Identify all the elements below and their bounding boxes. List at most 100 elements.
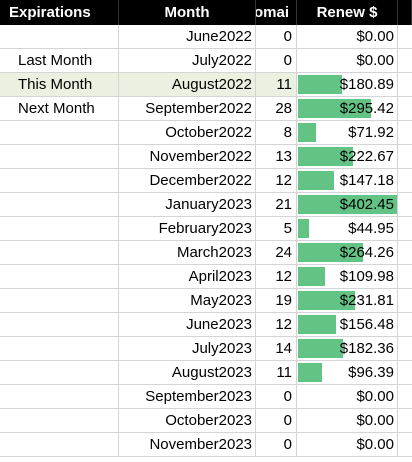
label-cell[interactable] [0, 409, 119, 433]
month-cell[interactable]: November2023 [119, 433, 256, 457]
label-cell[interactable] [0, 121, 119, 145]
month-cell[interactable]: June2023 [119, 313, 256, 337]
renew-cell[interactable]: $222.67 [297, 145, 398, 169]
count-cell[interactable]: 0 [256, 385, 297, 409]
empty-cell[interactable] [398, 241, 412, 265]
renew-cell[interactable]: $147.18 [297, 169, 398, 193]
month-cell[interactable]: December2022 [119, 169, 256, 193]
count-cell[interactable]: 12 [256, 313, 297, 337]
label-cell[interactable]: Last Month [0, 49, 119, 73]
label-cell[interactable] [0, 289, 119, 313]
count-cell[interactable]: 0 [256, 409, 297, 433]
empty-cell[interactable] [398, 409, 412, 433]
empty-cell[interactable] [398, 73, 412, 97]
empty-cell[interactable] [398, 49, 412, 73]
count-cell[interactable]: 0 [256, 49, 297, 73]
month-cell[interactable]: May2023 [119, 289, 256, 313]
count-cell-value: 5 [283, 220, 292, 237]
month-cell[interactable]: February2023 [119, 217, 256, 241]
empty-cell[interactable] [398, 97, 412, 121]
empty-cell[interactable] [398, 121, 412, 145]
label-cell[interactable]: This Month [0, 73, 119, 97]
renew-cell[interactable]: $295.42 [297, 97, 398, 121]
month-cell[interactable]: September2022 [119, 97, 256, 121]
count-cell[interactable]: 24 [256, 241, 297, 265]
empty-cell[interactable] [398, 385, 412, 409]
month-cell[interactable]: January2023 [119, 193, 256, 217]
count-cell[interactable]: 11 [256, 361, 297, 385]
label-cell[interactable] [0, 265, 119, 289]
label-cell[interactable] [0, 217, 119, 241]
renew-cell[interactable]: $0.00 [297, 25, 398, 49]
empty-cell[interactable] [398, 217, 412, 241]
header-empty[interactable] [398, 0, 412, 25]
month-cell[interactable]: November2022 [119, 145, 256, 169]
month-cell[interactable]: October2023 [119, 409, 256, 433]
empty-cell[interactable] [398, 361, 412, 385]
empty-cell[interactable] [398, 337, 412, 361]
renew-cell[interactable]: $156.48 [297, 313, 398, 337]
count-cell-value: 14 [275, 340, 292, 357]
label-cell[interactable] [0, 313, 119, 337]
label-cell[interactable] [0, 433, 119, 457]
renew-cell[interactable]: $0.00 [297, 385, 398, 409]
renew-cell[interactable]: $0.00 [297, 49, 398, 73]
count-cell[interactable]: 28 [256, 97, 297, 121]
count-cell[interactable]: 13 [256, 145, 297, 169]
header-month[interactable]: Month [119, 0, 256, 25]
empty-cell[interactable] [398, 193, 412, 217]
month-cell[interactable]: July2023 [119, 337, 256, 361]
renew-cell[interactable]: $180.89 [297, 73, 398, 97]
label-cell[interactable] [0, 337, 119, 361]
renew-cell[interactable]: $0.00 [297, 433, 398, 457]
renew-cell[interactable]: $71.92 [297, 121, 398, 145]
empty-cell[interactable] [398, 169, 412, 193]
label-cell[interactable] [0, 241, 119, 265]
label-cell[interactable] [0, 169, 119, 193]
renew-cell[interactable]: $44.95 [297, 217, 398, 241]
label-cell[interactable] [0, 193, 119, 217]
count-cell[interactable]: 0 [256, 433, 297, 457]
label-cell[interactable] [0, 361, 119, 385]
empty-cell[interactable] [398, 145, 412, 169]
empty-cell[interactable] [398, 313, 412, 337]
renew-cell[interactable]: $182.36 [297, 337, 398, 361]
count-cell[interactable]: 0 [256, 25, 297, 49]
renew-cell[interactable]: $96.39 [297, 361, 398, 385]
renew-cell[interactable]: $264.26 [297, 241, 398, 265]
renew-cell-value: $71.92 [348, 124, 394, 141]
month-cell[interactable]: July2022 [119, 49, 256, 73]
label-cell[interactable] [0, 25, 119, 49]
month-cell[interactable]: April2023 [119, 265, 256, 289]
renew-cell[interactable]: $0.00 [297, 409, 398, 433]
label-cell[interactable] [0, 385, 119, 409]
count-cell[interactable]: 19 [256, 289, 297, 313]
month-cell[interactable]: March2023 [119, 241, 256, 265]
header-renew[interactable]: Renew $ [297, 0, 398, 25]
count-cell[interactable]: 8 [256, 121, 297, 145]
renew-cell[interactable]: $109.98 [297, 265, 398, 289]
label-cell[interactable] [0, 145, 119, 169]
empty-cell[interactable] [398, 265, 412, 289]
renew-cell[interactable]: $231.81 [297, 289, 398, 313]
renew-cell[interactable]: $402.45 [297, 193, 398, 217]
empty-cell[interactable] [398, 289, 412, 313]
empty-cell[interactable] [398, 25, 412, 49]
empty-cell[interactable] [398, 433, 412, 457]
count-cell[interactable]: 5 [256, 217, 297, 241]
month-cell[interactable]: October2022 [119, 121, 256, 145]
count-cell[interactable]: 14 [256, 337, 297, 361]
header-domains[interactable]: omai [256, 0, 297, 25]
count-cell[interactable]: 12 [256, 169, 297, 193]
header-expirations[interactable]: Expirations [0, 0, 119, 25]
count-cell[interactable]: 21 [256, 193, 297, 217]
label-cell[interactable]: Next Month [0, 97, 119, 121]
label-cell-value: This Month [18, 76, 93, 93]
count-cell[interactable]: 12 [256, 265, 297, 289]
month-cell[interactable]: August2022 [119, 73, 256, 97]
month-cell[interactable]: August2023 [119, 361, 256, 385]
month-cell[interactable]: September2023 [119, 385, 256, 409]
count-cell[interactable]: 11 [256, 73, 297, 97]
month-cell[interactable]: June2022 [119, 25, 256, 49]
